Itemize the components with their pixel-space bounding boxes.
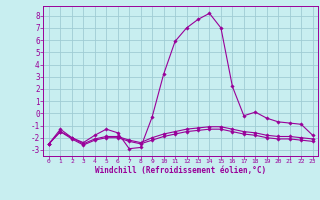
X-axis label: Windchill (Refroidissement éolien,°C): Windchill (Refroidissement éolien,°C) <box>95 166 266 175</box>
